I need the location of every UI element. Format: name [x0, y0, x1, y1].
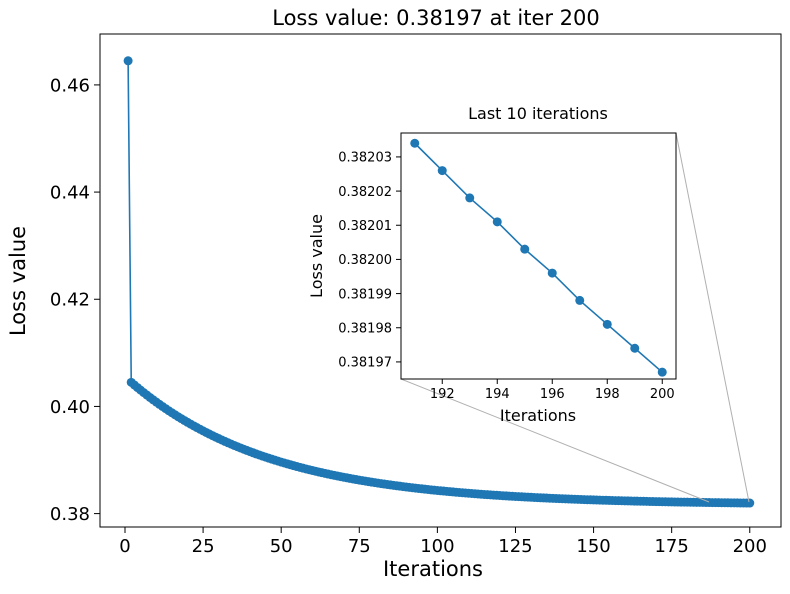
- inset-x-tick-label: 198: [595, 387, 620, 402]
- inset-y-tick-label: 0.38202: [338, 185, 392, 200]
- main-x-tick-label: 175: [654, 536, 688, 557]
- inset-y-tick-label: 0.38199: [338, 287, 392, 302]
- main-x-tick-label: 75: [348, 536, 371, 557]
- inset-data-point: [575, 295, 585, 305]
- main-x-ticks: 0 25 50 75 100 125 150 175 200: [119, 527, 767, 557]
- main-axes-frame: [99, 33, 782, 528]
- inset-data-point: [547, 268, 557, 278]
- inset-title: Last 10 iterations: [468, 104, 608, 123]
- inset-plot-area: [410, 138, 667, 377]
- main-x-tick-label: 150: [576, 536, 610, 557]
- inset-y-label: Loss value: [307, 214, 326, 298]
- main-y-ticks: 0.38 0.40 0.42 0.44 0.46: [50, 75, 100, 525]
- main-title: Loss value: 0.38197 at iter 200: [272, 6, 600, 30]
- inset-background: [401, 133, 676, 379]
- main-x-tick-label: 25: [192, 536, 215, 557]
- inset-y-tick-label: 0.38201: [338, 219, 392, 234]
- main-y-label: Loss value: [6, 226, 30, 336]
- inset-x-tick-label: 194: [485, 387, 510, 402]
- inset-y-tick-label: 0.38198: [338, 321, 392, 336]
- inset-x-tick-label: 200: [650, 387, 675, 402]
- main-x-tick-label: 125: [498, 536, 532, 557]
- inset-data-point: [630, 343, 640, 353]
- inset-x-tick-label: 196: [540, 387, 565, 402]
- inset-x-ticks: 192 194 196 198 200: [430, 379, 675, 402]
- inset-data-point: [437, 166, 447, 176]
- main-x-tick-label: 50: [270, 536, 293, 557]
- inset-data-point: [465, 193, 475, 203]
- main-plot-area: [123, 56, 755, 508]
- zoom-connector-top: [675, 132, 750, 503]
- inset-y-ticks: 0.38197 0.38198 0.38199 0.38200 0.38201 0.382…: [338, 151, 401, 371]
- main-y-tick-label: 0.42: [50, 290, 90, 311]
- inset-data-point: [492, 217, 502, 227]
- main-y-tick-label: 0.44: [50, 183, 90, 204]
- main-x-tick-label: 0: [119, 536, 130, 557]
- inset-y-tick-label: 0.38197: [338, 356, 392, 371]
- inset-data-point: [657, 367, 667, 377]
- inset-axes-frame: [400, 132, 677, 380]
- inset-data-point: [410, 138, 420, 148]
- main-y-tick-label: 0.46: [50, 75, 90, 96]
- inset-x-label: Iterations: [500, 406, 576, 425]
- main-x-tick-label: 100: [420, 536, 454, 557]
- inset-data-point: [602, 319, 612, 329]
- main-data-point: [745, 498, 755, 508]
- main-y-tick-label: 0.40: [50, 397, 90, 418]
- inset-x-tick-label: 192: [430, 387, 455, 402]
- main-x-tick-label: 200: [733, 536, 767, 557]
- main-x-label: Iterations: [383, 557, 483, 581]
- inset-y-tick-label: 0.38200: [338, 253, 392, 268]
- main-y-tick-label: 0.38: [50, 504, 90, 525]
- main-data-point: [123, 56, 133, 66]
- zoom-connector-bottom: [400, 378, 710, 503]
- inset-y-tick-label: 0.38203: [338, 151, 392, 166]
- inset-data-point: [520, 244, 530, 254]
- inset-series-line: [414, 142, 663, 373]
